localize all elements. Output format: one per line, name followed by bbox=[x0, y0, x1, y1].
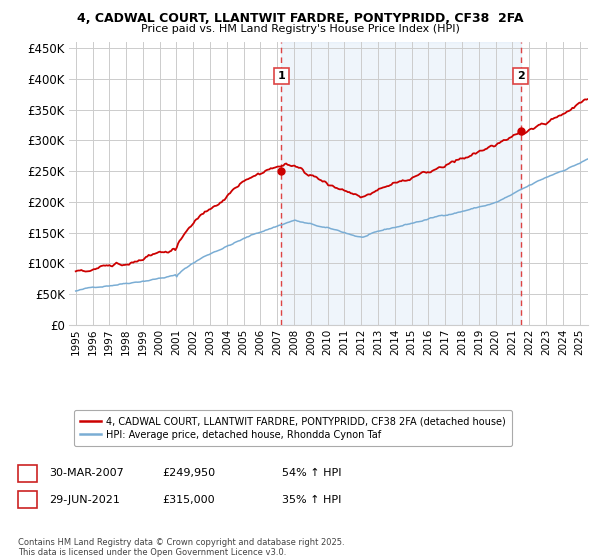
Text: Contains HM Land Registry data © Crown copyright and database right 2025.
This d: Contains HM Land Registry data © Crown c… bbox=[18, 538, 344, 557]
Legend: 4, CADWAL COURT, LLANTWIT FARDRE, PONTYPRIDD, CF38 2FA (detached house), HPI: Av: 4, CADWAL COURT, LLANTWIT FARDRE, PONTYP… bbox=[74, 410, 512, 446]
Text: £315,000: £315,000 bbox=[162, 494, 215, 505]
Text: 1: 1 bbox=[277, 71, 285, 81]
Text: 29-JUN-2021: 29-JUN-2021 bbox=[49, 494, 120, 505]
Text: 2: 2 bbox=[517, 71, 524, 81]
Text: 1: 1 bbox=[24, 468, 31, 478]
Text: 2: 2 bbox=[24, 494, 31, 505]
Text: 30-MAR-2007: 30-MAR-2007 bbox=[49, 468, 124, 478]
Text: 54% ↑ HPI: 54% ↑ HPI bbox=[282, 468, 341, 478]
Text: 35% ↑ HPI: 35% ↑ HPI bbox=[282, 494, 341, 505]
Text: 4, CADWAL COURT, LLANTWIT FARDRE, PONTYPRIDD, CF38  2FA: 4, CADWAL COURT, LLANTWIT FARDRE, PONTYP… bbox=[77, 12, 523, 25]
Text: Price paid vs. HM Land Registry's House Price Index (HPI): Price paid vs. HM Land Registry's House … bbox=[140, 24, 460, 34]
Bar bbox=[281, 42, 521, 325]
Text: £249,950: £249,950 bbox=[162, 468, 215, 478]
